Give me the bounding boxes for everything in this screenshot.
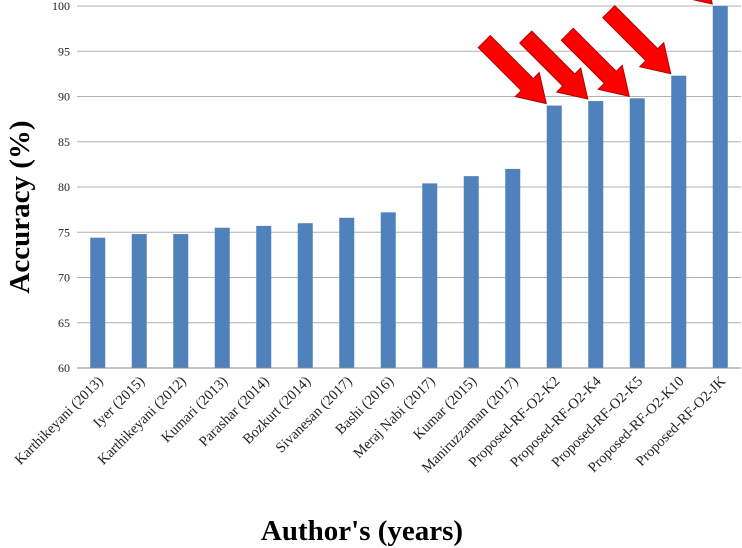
bar [297, 223, 313, 368]
bar [505, 168, 521, 368]
highlight-arrows [477, 0, 713, 105]
bar [131, 234, 147, 368]
bar [339, 217, 355, 368]
y-tick-labels: 60 65 70 75 80 85 90 95 100 [52, 0, 70, 375]
bar [173, 234, 189, 368]
y-tick-label: 80 [58, 180, 70, 194]
y-tick-label: 95 [58, 44, 70, 58]
bar [546, 105, 562, 369]
y-tick-label: 85 [58, 135, 70, 149]
bar [90, 237, 106, 368]
red-arrow-icon [560, 27, 630, 97]
red-arrow-icon [602, 4, 672, 75]
bars [90, 6, 728, 369]
bar [256, 225, 272, 368]
bar [588, 101, 604, 369]
y-tick-label: 75 [58, 225, 70, 239]
y-tick-label: 70 [58, 271, 70, 285]
y-tick-label: 65 [58, 316, 70, 330]
red-arrow-icon [519, 30, 589, 100]
bar [214, 227, 230, 368]
bar [712, 6, 728, 368]
y-axis-label: Accuracy (%) [4, 120, 36, 293]
bar [422, 183, 438, 368]
y-tick-label: 90 [58, 90, 70, 104]
bar [463, 176, 479, 368]
bar [671, 75, 687, 368]
x-tick-labels: Karthikeyani (2013)Iyer (2015)Karthikeya… [12, 373, 730, 476]
bar [629, 98, 645, 368]
red-arrow-icon [477, 34, 547, 105]
x-axis-label: Author's (years) [261, 515, 463, 547]
red-arrow-icon [692, 0, 713, 5]
bar [380, 212, 396, 368]
y-tick-label: 60 [58, 361, 70, 375]
y-tick-label: 100 [52, 0, 70, 13]
